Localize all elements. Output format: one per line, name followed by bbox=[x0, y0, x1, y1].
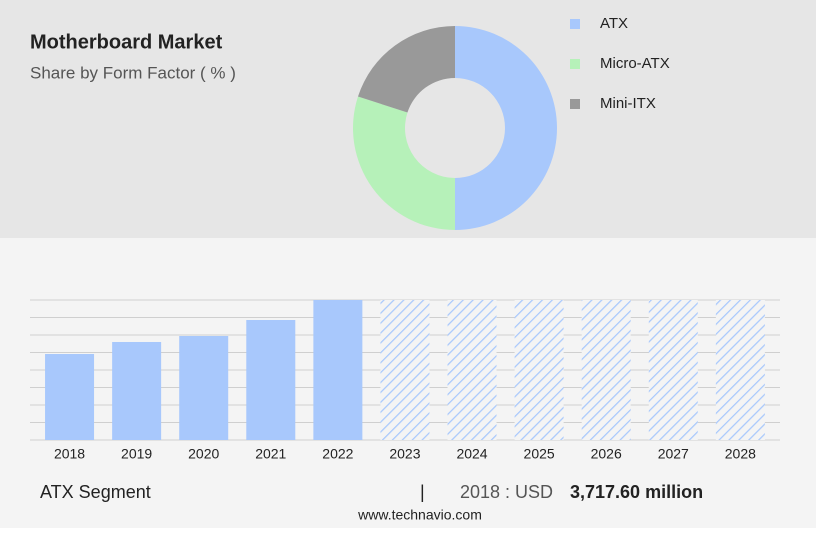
footer-value: 3,717.60 million bbox=[570, 482, 703, 502]
legend-label: Mini-ITX bbox=[600, 95, 656, 112]
footer-segment: ATX Segment bbox=[40, 482, 151, 502]
footer-separator: | bbox=[420, 482, 425, 502]
subtitle: Share by Form Factor ( % ) bbox=[30, 63, 236, 82]
legend-label: ATX bbox=[600, 15, 628, 32]
forecast-placeholder bbox=[648, 300, 698, 440]
x-tick-label: 2026 bbox=[591, 446, 622, 462]
bar bbox=[112, 341, 162, 440]
bar bbox=[45, 354, 95, 440]
donut-slice bbox=[455, 26, 557, 230]
donut-slice bbox=[357, 26, 455, 113]
legend-swatch bbox=[570, 99, 580, 109]
legend-swatch bbox=[570, 19, 580, 29]
x-tick-label: 2027 bbox=[658, 446, 689, 462]
forecast-placeholder bbox=[447, 300, 497, 440]
x-tick-label: 2025 bbox=[524, 446, 555, 462]
legend-swatch bbox=[570, 59, 580, 69]
x-tick-label: 2028 bbox=[725, 446, 756, 462]
footer-year: 2018 : USD bbox=[460, 482, 553, 502]
bar bbox=[313, 300, 363, 440]
bar bbox=[179, 335, 229, 440]
legend-label: Micro-ATX bbox=[600, 55, 670, 72]
x-tick-label: 2023 bbox=[389, 446, 420, 462]
x-tick-label: 2018 bbox=[54, 446, 85, 462]
x-tick-label: 2024 bbox=[456, 446, 487, 462]
x-tick-label: 2020 bbox=[188, 446, 219, 462]
forecast-placeholder bbox=[514, 300, 564, 440]
forecast-placeholder bbox=[380, 300, 430, 440]
x-tick-label: 2021 bbox=[255, 446, 286, 462]
forecast-placeholder bbox=[581, 300, 631, 440]
footer-source: www.technavio.com bbox=[357, 507, 482, 523]
x-tick-label: 2019 bbox=[121, 446, 152, 462]
bar bbox=[246, 319, 296, 440]
donut-slice bbox=[353, 96, 455, 230]
x-tick-label: 2022 bbox=[322, 446, 353, 462]
title: Motherboard Market bbox=[30, 31, 223, 53]
forecast-placeholder bbox=[715, 300, 765, 440]
